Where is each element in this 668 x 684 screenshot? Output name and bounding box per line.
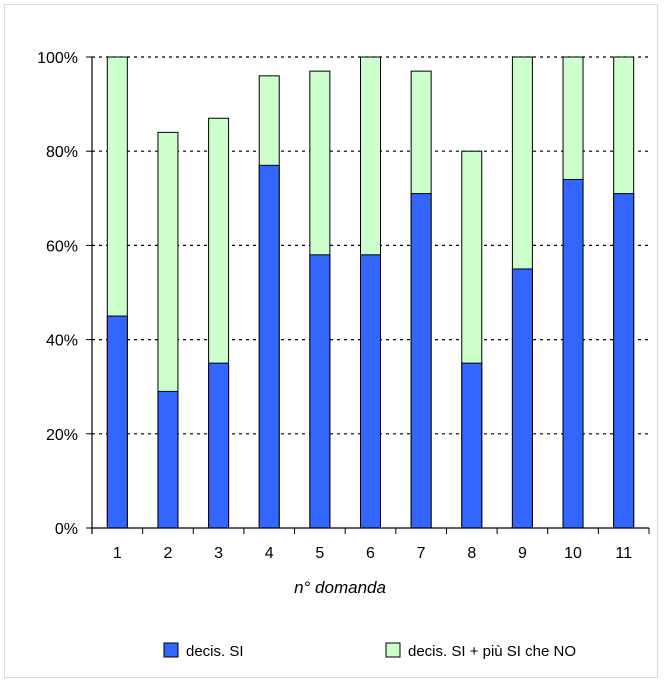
y-tick-label: 60% xyxy=(46,238,78,255)
bar-si-3 xyxy=(208,362,230,529)
bars-layer xyxy=(106,56,635,529)
legend: decis. SI decis. SI + più SI che NO xyxy=(163,642,576,660)
bar-si-4 xyxy=(258,164,280,529)
x-tick-label: 7 xyxy=(417,545,426,562)
bar-si-1 xyxy=(106,315,128,529)
legend-label-2: decis. SI + più SI che NO xyxy=(408,643,576,660)
y-tick-label: 0% xyxy=(55,521,78,538)
bar-si-11 xyxy=(613,193,635,529)
x-tick-label: 5 xyxy=(315,545,324,562)
y-tick-label: 80% xyxy=(46,144,78,161)
x-tick-label: 2 xyxy=(164,545,173,562)
bar-si-9 xyxy=(511,268,533,529)
bar-si-10 xyxy=(562,178,584,529)
bar-si-5 xyxy=(309,254,331,529)
x-tick-label: 3 xyxy=(214,545,223,562)
y-tick-label: 100% xyxy=(37,50,78,67)
x-tick-label: 4 xyxy=(265,545,274,562)
x-tick-label: 6 xyxy=(366,545,375,562)
ticks-layer: 0% 20% 40% 60% 80% 100% 1 2 3 4 5 6 7 8 9 10 11 xyxy=(37,50,632,562)
bar-si-8 xyxy=(461,362,483,529)
x-axis-title: n° domanda xyxy=(294,578,386,597)
axes-layer xyxy=(86,56,650,534)
legend-swatch-2 xyxy=(385,642,401,658)
x-tick-label: 9 xyxy=(518,545,527,562)
bar-si-2 xyxy=(157,390,179,529)
y-tick-label: 20% xyxy=(46,427,78,444)
legend-swatch-1 xyxy=(163,642,179,658)
bar-si-7 xyxy=(410,193,432,529)
legend-label-1: decis. SI xyxy=(186,643,244,660)
x-tick-label: 10 xyxy=(564,545,582,562)
bar-si-6 xyxy=(360,254,381,529)
x-tick-label: 11 xyxy=(615,545,632,562)
grid-layer xyxy=(92,56,649,435)
y-tick-label: 40% xyxy=(46,333,78,350)
x-tick-label: 1 xyxy=(113,545,122,562)
x-tick-label: 8 xyxy=(467,545,476,562)
